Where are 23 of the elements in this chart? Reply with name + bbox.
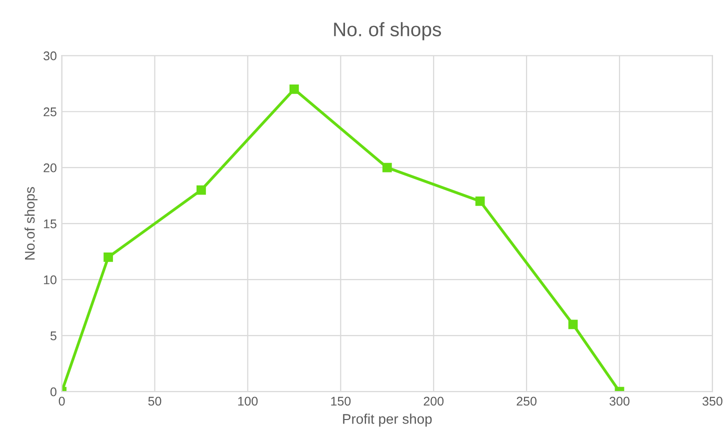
y-tick-label: 30 <box>44 51 56 60</box>
x-tick-label: 300 <box>610 396 630 406</box>
x-tick-label: 350 <box>702 396 722 406</box>
point <box>289 84 299 94</box>
y-tick-label: 15 <box>44 220 56 228</box>
point <box>382 162 392 172</box>
y-tick-label: 5 <box>50 332 56 340</box>
y-tick-label: 0 <box>50 387 56 396</box>
y-tick-label: 25 <box>44 107 56 116</box>
x-tick-label: 100 <box>238 396 258 406</box>
chart-title: No. of shops <box>334 22 442 40</box>
x-tick-label: 0 <box>58 396 65 406</box>
x-tick-label: 200 <box>424 396 444 406</box>
x-tick-label: 50 <box>148 396 162 406</box>
y-tick-label: 10 <box>44 275 56 284</box>
x-axis-title: Profit per shop <box>343 414 432 427</box>
y-tick-label: 20 <box>44 163 56 172</box>
x-tick-label: 250 <box>516 396 536 406</box>
y-axis-title: No.of shops <box>24 187 38 260</box>
point <box>104 252 113 262</box>
point <box>475 196 485 206</box>
x-tick-label: 150 <box>331 396 351 406</box>
point <box>196 185 206 195</box>
